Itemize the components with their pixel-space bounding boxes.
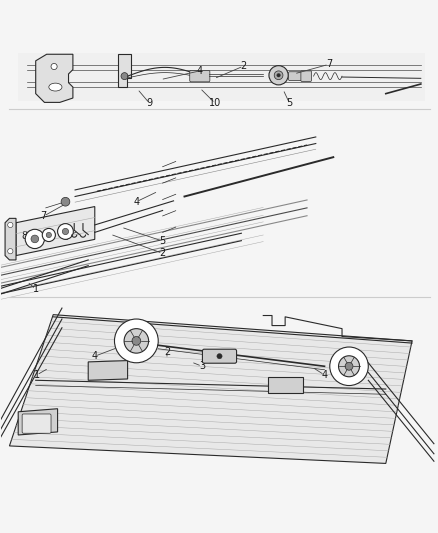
Polygon shape bbox=[88, 361, 127, 380]
Text: 8: 8 bbox=[21, 231, 28, 241]
Text: 4: 4 bbox=[321, 370, 327, 380]
Ellipse shape bbox=[49, 83, 62, 91]
Polygon shape bbox=[5, 219, 16, 260]
Text: 6: 6 bbox=[62, 232, 68, 242]
Text: 10: 10 bbox=[208, 98, 221, 108]
Text: 1: 1 bbox=[33, 370, 39, 380]
Polygon shape bbox=[267, 377, 302, 393]
Text: 2: 2 bbox=[159, 248, 166, 259]
Text: 2: 2 bbox=[163, 347, 170, 357]
FancyBboxPatch shape bbox=[300, 71, 311, 82]
Circle shape bbox=[62, 228, 68, 235]
Text: 1: 1 bbox=[32, 284, 39, 294]
Circle shape bbox=[132, 336, 141, 345]
Text: 9: 9 bbox=[146, 98, 152, 108]
Polygon shape bbox=[35, 54, 73, 102]
Text: 4: 4 bbox=[92, 351, 98, 361]
Circle shape bbox=[61, 197, 70, 206]
Circle shape bbox=[46, 232, 51, 238]
Circle shape bbox=[276, 74, 280, 77]
Circle shape bbox=[344, 362, 352, 370]
FancyBboxPatch shape bbox=[189, 70, 209, 82]
Text: 4: 4 bbox=[133, 197, 139, 207]
Polygon shape bbox=[18, 409, 57, 435]
Circle shape bbox=[124, 329, 148, 353]
Circle shape bbox=[216, 353, 222, 359]
Text: 7: 7 bbox=[40, 211, 46, 221]
Circle shape bbox=[42, 229, 55, 241]
Circle shape bbox=[114, 319, 158, 363]
Circle shape bbox=[31, 235, 39, 243]
Circle shape bbox=[268, 66, 288, 85]
Polygon shape bbox=[118, 54, 131, 87]
Circle shape bbox=[25, 229, 44, 248]
Polygon shape bbox=[10, 314, 411, 463]
Text: 5: 5 bbox=[159, 236, 166, 246]
Circle shape bbox=[8, 248, 13, 254]
FancyBboxPatch shape bbox=[202, 349, 236, 363]
Circle shape bbox=[121, 72, 128, 79]
Text: 7: 7 bbox=[325, 59, 331, 69]
Circle shape bbox=[51, 63, 57, 70]
Text: 5: 5 bbox=[286, 98, 292, 108]
Circle shape bbox=[8, 222, 13, 228]
FancyBboxPatch shape bbox=[18, 53, 424, 101]
FancyBboxPatch shape bbox=[22, 414, 51, 433]
FancyBboxPatch shape bbox=[288, 72, 300, 80]
Text: 2: 2 bbox=[240, 61, 246, 71]
Polygon shape bbox=[16, 207, 95, 255]
Circle shape bbox=[338, 356, 359, 377]
Circle shape bbox=[329, 347, 367, 385]
Text: 4: 4 bbox=[196, 66, 202, 76]
Circle shape bbox=[274, 71, 283, 79]
Circle shape bbox=[57, 224, 73, 239]
Text: 3: 3 bbox=[198, 361, 205, 372]
